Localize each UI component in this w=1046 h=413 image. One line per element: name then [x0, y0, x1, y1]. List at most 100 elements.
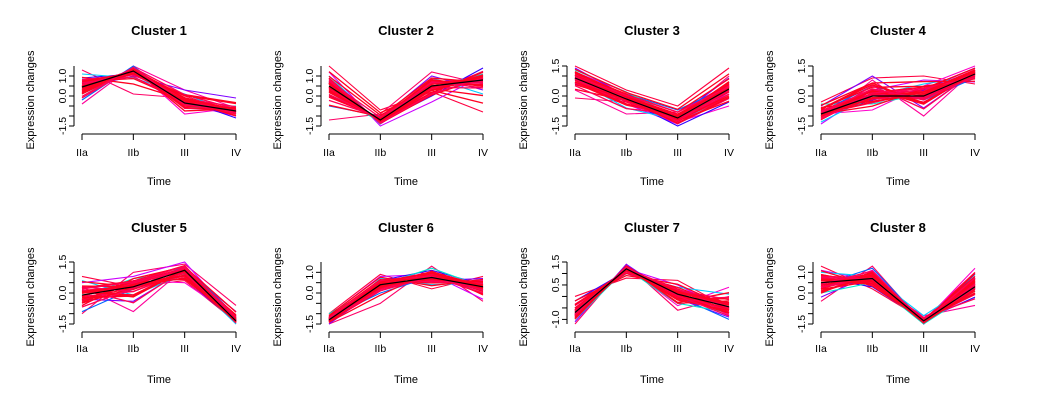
- x-tick-label: IIa: [569, 147, 581, 159]
- series-line: [81, 73, 237, 105]
- series-line: [328, 77, 484, 118]
- y-axis-label: Expression changes: [518, 50, 530, 150]
- series-line: [81, 274, 237, 323]
- y-axis-label: Expression changes: [764, 50, 776, 150]
- x-tick-label: IIb: [866, 343, 878, 355]
- x-tick-label: IIa: [569, 343, 581, 355]
- x-tick-label: IIa: [323, 343, 335, 355]
- x-tick-label: IIa: [815, 343, 827, 355]
- series-group: [820, 265, 976, 325]
- y-tick-label: -1.5: [57, 117, 69, 135]
- x-tick-label: IIb: [620, 343, 632, 355]
- mean-line: [81, 70, 237, 112]
- y-tick-label: 0.0: [550, 89, 562, 104]
- x-tick-label: III: [180, 147, 189, 159]
- cluster-panel-3: Cluster 3 1.5 0.0 -1.5 Expression changes IIa…: [518, 23, 734, 188]
- panel-title: Cluster 6: [378, 220, 434, 235]
- panel-title: Cluster 1: [131, 23, 187, 38]
- x-tick-label: IIa: [323, 147, 335, 159]
- mean-line: [81, 269, 237, 322]
- x-tick-label: IV: [724, 147, 734, 159]
- x-tick-label: III: [919, 343, 928, 355]
- panel-title: Cluster 5: [131, 220, 187, 235]
- cluster-panel-7: Cluster 7 1.5 0.5 -1.0 Expression changes IIa…: [518, 220, 734, 386]
- x-axis-label: Time: [886, 374, 910, 386]
- y-tick-label: 0.5: [550, 278, 562, 293]
- x-tick-label: III: [427, 147, 436, 159]
- panel-title: Cluster 4: [870, 23, 926, 38]
- series-line: [81, 266, 237, 318]
- y-tick-label: 1.0: [57, 69, 69, 84]
- panel-title: Cluster 7: [624, 220, 680, 235]
- x-tick-label: IV: [970, 147, 980, 159]
- y-axis-label: Expression changes: [518, 247, 530, 347]
- series-group: [574, 65, 730, 127]
- x-axis-label: Time: [147, 374, 171, 386]
- series-line: [81, 66, 237, 111]
- y-axis-label: Expression changes: [272, 50, 284, 150]
- mean-line: [574, 77, 730, 119]
- x-tick-label: IV: [231, 343, 241, 355]
- x-tick-label: IV: [231, 147, 241, 159]
- panel-title: Cluster 3: [624, 23, 680, 38]
- x-tick-label: IIa: [76, 343, 88, 355]
- x-tick-label: IIb: [866, 147, 878, 159]
- y-tick-label: 0.0: [304, 89, 316, 104]
- x-tick-label: IV: [478, 147, 488, 159]
- series-line: [328, 77, 484, 124]
- y-tick-label: 1.0: [796, 265, 808, 280]
- y-tick-label: 0.0: [304, 286, 316, 301]
- x-axis-label: Time: [640, 374, 664, 386]
- series-group: [81, 261, 237, 325]
- series-group: [328, 265, 484, 325]
- x-tick-label: III: [673, 343, 682, 355]
- x-axis-label: Time: [394, 176, 418, 188]
- y-tick-label: -1.5: [304, 117, 316, 135]
- series-line: [328, 275, 484, 319]
- series-group: [820, 65, 976, 125]
- series-line: [574, 268, 730, 320]
- mean-line: [820, 277, 976, 322]
- y-tick-label: 1.5: [550, 59, 562, 74]
- series-line: [328, 272, 484, 321]
- x-tick-label: IIa: [815, 147, 827, 159]
- series-line: [574, 81, 730, 124]
- series-group: [574, 263, 730, 325]
- panel-title: Cluster 8: [870, 220, 926, 235]
- cluster-panel-6: Cluster 6 1.0 0.0 -1.5 Expression changes IIa…: [272, 220, 488, 386]
- series-line: [328, 71, 484, 121]
- x-axis-label: Time: [147, 176, 171, 188]
- x-tick-label: IIb: [127, 343, 139, 355]
- y-tick-label: 1.5: [550, 255, 562, 270]
- y-axis-label: Expression changes: [25, 247, 37, 347]
- series-line: [574, 65, 730, 107]
- x-tick-label: IV: [478, 343, 488, 355]
- series-line: [820, 279, 976, 321]
- y-axis-label: Expression changes: [764, 247, 776, 347]
- x-tick-label: IV: [724, 343, 734, 355]
- y-tick-label: -1.5: [304, 315, 316, 333]
- y-tick-label: 1.5: [57, 255, 69, 270]
- y-axis-label: Expression changes: [25, 50, 37, 150]
- y-tick-label: -1.5: [796, 117, 808, 135]
- x-axis-label: Time: [640, 176, 664, 188]
- series-line: [574, 81, 730, 117]
- series-line: [328, 80, 484, 118]
- x-tick-label: IIb: [620, 147, 632, 159]
- panel-title: Cluster 2: [378, 23, 434, 38]
- y-axis-label: Expression changes: [272, 247, 284, 347]
- series-line: [820, 69, 976, 116]
- x-tick-label: III: [919, 147, 928, 159]
- y-tick-label: 0.0: [796, 286, 808, 301]
- x-tick-label: III: [427, 343, 436, 355]
- series-line: [574, 75, 730, 113]
- series-line: [820, 76, 976, 114]
- series-line: [81, 274, 237, 321]
- series-line: [820, 77, 976, 120]
- cluster-panel-4: Cluster 4 1.5 0.0 -1.5 Expression changes IIa…: [764, 23, 980, 188]
- series-group: [81, 65, 237, 119]
- series-line: [574, 68, 730, 111]
- series-line: [81, 67, 237, 110]
- y-tick-label: 1.5: [796, 59, 808, 74]
